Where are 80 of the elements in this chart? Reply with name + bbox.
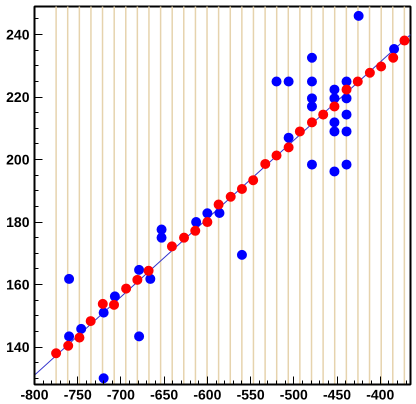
point (342, 160, 352, 170)
point (132, 274, 142, 285)
point (226, 192, 236, 202)
point (109, 300, 120, 310)
point (145, 274, 156, 284)
point (98, 308, 109, 318)
y-tick-label: 220 (6, 89, 30, 106)
point (306, 160, 317, 170)
point (98, 298, 108, 309)
point (86, 316, 96, 326)
point (156, 232, 167, 243)
point (354, 10, 364, 21)
point (134, 331, 144, 342)
x-tick-label: -500 (280, 386, 308, 402)
point (202, 208, 212, 218)
x-tick-label: -600 (193, 386, 222, 402)
y-tick-label: 180 (6, 214, 30, 230)
point (342, 126, 352, 136)
x-tick-label: -450 (323, 386, 352, 402)
point (134, 264, 144, 275)
point (318, 110, 328, 120)
point (342, 110, 352, 120)
x-tick-label: -550 (236, 386, 265, 402)
point (329, 166, 340, 176)
point (272, 150, 282, 161)
point (329, 84, 340, 95)
point (51, 348, 62, 358)
point (342, 84, 352, 95)
point (329, 117, 340, 128)
point (284, 76, 294, 86)
point (64, 274, 74, 284)
point (236, 250, 247, 260)
point (306, 76, 317, 86)
y-tick-label: 160 (6, 276, 30, 293)
point (202, 217, 212, 228)
point (364, 68, 375, 78)
y-tick-label: 140 (6, 339, 30, 356)
point (76, 324, 86, 334)
x-tick-label: -750 (64, 386, 92, 402)
point (329, 101, 340, 112)
point (64, 331, 74, 342)
point (110, 291, 120, 302)
point (388, 52, 398, 63)
point (306, 93, 317, 104)
point (63, 340, 74, 351)
point (272, 76, 282, 86)
point (284, 132, 294, 143)
point (191, 217, 202, 228)
point (294, 126, 305, 136)
point (329, 126, 340, 136)
point (260, 158, 270, 169)
point (236, 184, 247, 194)
point (306, 117, 317, 128)
point (98, 373, 109, 384)
x-tick-label: -800 (20, 386, 49, 402)
point (166, 241, 177, 252)
point (352, 76, 363, 86)
point (121, 284, 132, 294)
point (342, 76, 352, 86)
point (376, 61, 386, 72)
point (214, 200, 224, 210)
point (179, 232, 190, 243)
point (399, 36, 410, 46)
point (248, 175, 258, 186)
point (74, 332, 84, 343)
x-tick-label: -650 (150, 386, 178, 402)
x-tick-label: -400 (366, 386, 394, 402)
point (284, 142, 294, 152)
point (329, 93, 340, 104)
y-tick-label: 240 (6, 26, 30, 43)
point (306, 101, 317, 112)
x-tick-label: -700 (106, 386, 136, 402)
point (156, 224, 167, 235)
point (342, 93, 352, 104)
point (144, 266, 154, 276)
point (214, 208, 224, 218)
y-tick-label: 200 (6, 152, 30, 168)
point (306, 52, 317, 63)
point (389, 44, 400, 54)
point (190, 226, 200, 236)
